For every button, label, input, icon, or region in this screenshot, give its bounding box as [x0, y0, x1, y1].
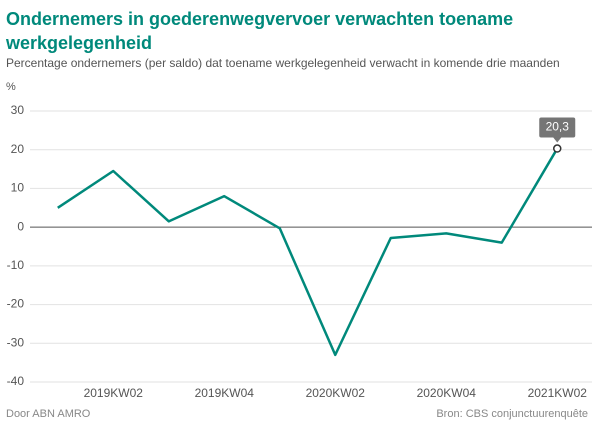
y-tick-label: -20: [7, 297, 25, 311]
footer-right: Bron: CBS conjunctuurenquête: [436, 408, 588, 420]
x-tick-label: 2019KW02: [84, 386, 144, 400]
line: [57, 147, 559, 357]
y-tick-label: 0: [17, 219, 24, 233]
x-tick-label: 2020KW02: [306, 386, 366, 400]
y-tick-label: -30: [7, 335, 25, 349]
chart-subtitle: Percentage ondernemers (per saldo) dat t…: [6, 56, 560, 70]
y-axis-label: %: [6, 81, 16, 93]
x-tick-label: 2019KW04: [195, 386, 255, 400]
y-tick-label: 30: [11, 103, 25, 117]
y-tick-label: -40: [7, 374, 25, 388]
x-tick-label: 2020KW04: [417, 386, 477, 400]
y-tick-label: -10: [7, 258, 25, 272]
y-tick-label: 20: [11, 142, 25, 156]
point-marker: [553, 144, 562, 153]
chart-title: Ondernemers in goederenwegvervoer verwac…: [5, 9, 513, 53]
value-label-pointer: [553, 137, 562, 143]
value-label-box: [539, 117, 576, 138]
y-tick-label: 10: [11, 181, 25, 195]
value-label: 20,3: [546, 120, 570, 134]
footer-left: Door ABN AMRO: [6, 408, 91, 420]
x-tick-label: 2021KW02: [528, 386, 588, 400]
